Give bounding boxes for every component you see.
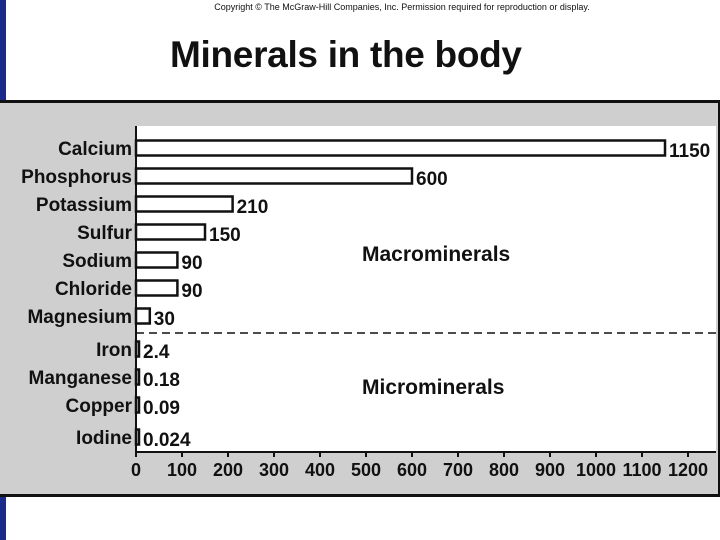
value-label-sodium: 90: [181, 253, 202, 274]
category-label-phosphorus: Phosphorus: [21, 167, 132, 188]
x-tick-label: 400: [305, 460, 335, 480]
bar-calcium: [134, 139, 667, 157]
x-tick-label: 500: [351, 460, 381, 480]
x-tick-label: 1100: [622, 460, 661, 480]
value-label-phosphorus: 600: [416, 169, 448, 190]
value-label-calcium: 1150: [669, 141, 710, 162]
region-label-microminerals: Microminerals: [362, 376, 504, 399]
value-label-manganese: 0.18: [143, 370, 180, 391]
x-tick-label: 300: [259, 460, 289, 480]
x-tick-label: 1200: [668, 460, 708, 480]
category-label-sodium: Sodium: [62, 251, 132, 272]
category-label-magnesium: Magnesium: [27, 307, 132, 328]
x-tick-label: 800: [489, 460, 519, 480]
bar-potassium: [134, 195, 234, 213]
category-label-potassium: Potassium: [36, 195, 132, 216]
x-tick-label: 1000: [576, 460, 616, 480]
x-tick-label: 900: [535, 460, 565, 480]
category-label-sulfur: Sulfur: [77, 223, 132, 244]
divider: [0, 100, 720, 103]
category-label-manganese: Manganese: [29, 368, 132, 389]
x-tick-label: 600: [397, 460, 427, 480]
bar-magnesium: [134, 307, 152, 325]
category-label-chloride: Chloride: [55, 279, 132, 300]
copyright-notice: Copyright © The McGraw-Hill Companies, I…: [214, 2, 590, 12]
value-label-copper: 0.09: [143, 398, 180, 419]
x-tick-label: 700: [443, 460, 473, 480]
category-label-iodine: Iodine: [76, 428, 132, 449]
bar-phosphorus: [134, 167, 414, 185]
value-label-iodine: 0.024: [143, 430, 191, 451]
category-label-iron: Iron: [96, 340, 132, 361]
x-tick-label: 0: [131, 460, 141, 480]
value-label-sulfur: 150: [209, 225, 241, 246]
value-label-magnesium: 30: [154, 309, 175, 330]
bar-sulfur: [134, 223, 207, 241]
bar-chloride: [134, 279, 179, 297]
value-label-chloride: 90: [181, 281, 202, 302]
category-label-calcium: Calcium: [58, 139, 132, 160]
x-tick-label: 100: [167, 460, 197, 480]
x-tick-label: 200: [213, 460, 243, 480]
region-label-macrominerals: Macrominerals: [362, 243, 510, 266]
value-label-potassium: 210: [237, 197, 269, 218]
bar-sodium: [134, 251, 179, 269]
category-label-copper: Copper: [66, 396, 133, 417]
value-label-iron: 2.4: [143, 342, 170, 363]
page-title: Minerals in the body: [170, 34, 522, 75]
